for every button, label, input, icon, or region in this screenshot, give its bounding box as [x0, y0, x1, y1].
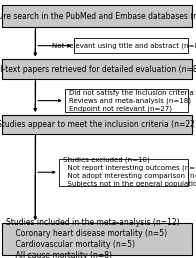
Bar	[2, 5, 192, 27]
Bar	[2, 59, 192, 79]
Text: Did not satisfy the inclusion criteria (n=46)
Reviews and meta-analysis (n=18)
E: Did not satisfy the inclusion criteria (…	[69, 89, 196, 112]
Text: Not relevant using title and abstract (n=893): Not relevant using title and abstract (n…	[52, 42, 196, 49]
Text: Studies appear to meet the inclusion criteria (n=22): Studies appear to meet the inclusion cri…	[0, 120, 196, 129]
Bar	[65, 89, 188, 112]
Bar	[59, 159, 188, 186]
Bar	[2, 115, 192, 134]
Bar	[2, 223, 192, 255]
Bar	[74, 38, 188, 53]
Text: Literature search in the PubMed and Embase databases (n=860): Literature search in the PubMed and Emba…	[0, 12, 196, 21]
Text: Full-text papers retrieved for detailed evaluation (n=87): Full-text papers retrieved for detailed …	[0, 64, 196, 74]
Text: Studies excluded (n=10)
  Not report interesting outcomes (n=1)
  Not adopt inte: Studies excluded (n=10) Not report inter…	[63, 157, 196, 188]
Text: Studies included in the meta-analysis (n=12)
    Coronary heart disease mortalit: Studies included in the meta-analysis (n…	[6, 218, 180, 258]
